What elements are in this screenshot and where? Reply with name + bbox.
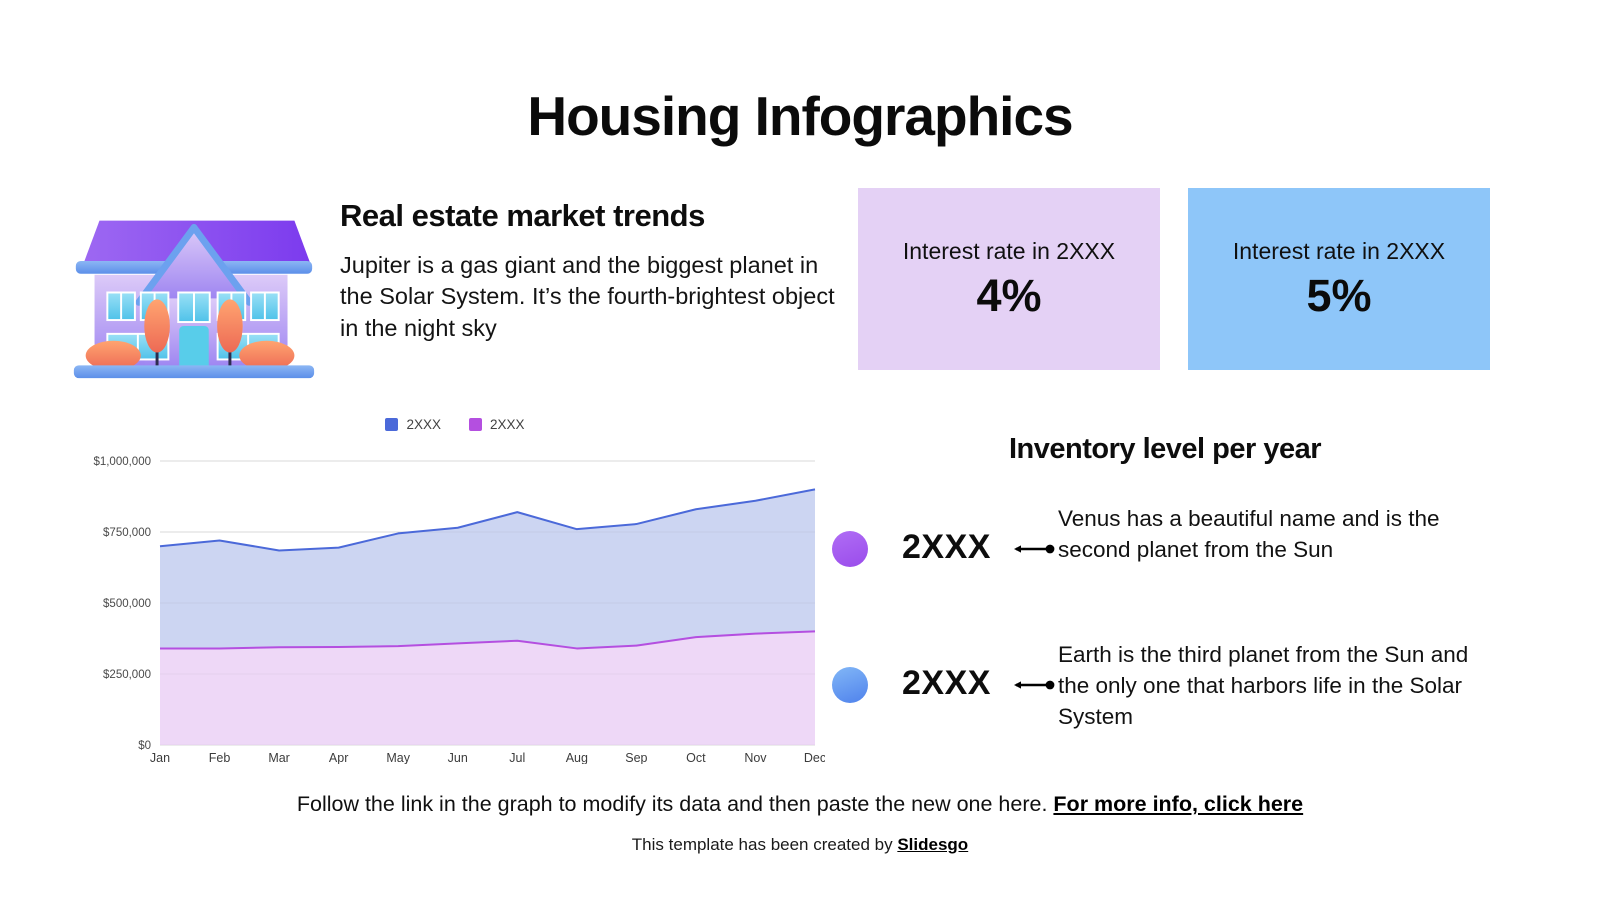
slidesgo-link[interactable]: Slidesgo [897,835,969,854]
bush [239,340,295,371]
legend-label: 2XXX [490,417,525,432]
arrow-icon [1014,680,1055,690]
svg-text:$750,000: $750,000 [103,527,151,539]
area-chart: 2XXX 2XXX $1,000,000 $750,000 $500,000 $250… [85,412,825,764]
interest-rate-label: Interest rate in 2XXX [902,237,1116,264]
interest-rate-label: Interest rate in 2XXX [1232,237,1446,264]
inventory-item-description: Earth is the third planet from the Sun a… [1058,642,1469,730]
svg-text:Feb: Feb [209,751,231,764]
year-label: 2XXX [902,664,991,702]
market-trends-heading: Real estate market trends [340,198,705,233]
svg-text:Jan: Jan [150,751,170,764]
year-label: 2XXX [902,528,991,566]
footer-instruction: Follow the link in the graph to modify i… [0,792,1600,817]
legend-item: 2XXX [385,417,441,432]
arrow-icon [1014,544,1055,554]
svg-text:$500,000: $500,000 [103,598,151,610]
svg-text:May: May [386,751,410,764]
svg-text:Mar: Mar [268,751,290,764]
svg-text:Nov: Nov [744,751,767,764]
inventory-heading: Inventory level per year [1009,433,1322,465]
svg-text:Oct: Oct [686,751,706,764]
door [179,325,209,369]
inventory-item-description: Venus has a beautiful name and is the se… [1058,506,1440,563]
tree [144,299,170,353]
svg-text:$0: $0 [138,740,151,752]
legend-item: 2XXX [469,417,525,432]
legend-swatch [469,418,482,431]
more-info-link[interactable]: For more info, click here [1053,792,1304,816]
interest-rate-card-1: Interest rate in 2XXX 4% [858,188,1160,370]
market-trends-section: Real estate market trends Jupiter is a g… [340,198,845,344]
house-gable [140,227,248,301]
legend-swatch [385,418,399,431]
svg-text:$1,000,000: $1,000,000 [93,456,151,468]
footer-instruction-text: Follow the link in the graph to modify i… [296,792,1054,816]
tree [217,299,243,353]
legend-label: 2XXX [406,417,441,432]
house-illustration [73,220,315,379]
interest-rate-value: 4% [976,270,1042,322]
footer-credit: This template has been created by Slides… [0,835,1600,855]
house-base [73,365,315,379]
year-bullet [832,531,868,567]
svg-text:$250,000: $250,000 [103,669,151,681]
svg-text:Jun: Jun [448,751,468,764]
svg-text:Dec: Dec [804,751,825,764]
bush [85,340,141,371]
interest-rate-value: 5% [1306,270,1372,322]
footer-credit-text: This template has been created by [631,835,898,854]
interest-rate-card-2: Interest rate in 2XXX 5% [1188,188,1490,370]
svg-text:Jul: Jul [509,751,525,764]
chart-legend: 2XXX 2XXX [85,417,825,432]
svg-text:Sep: Sep [625,751,647,764]
svg-text:Apr: Apr [329,751,348,764]
page-title: Housing Infographics [527,85,1073,147]
year-bullet [832,667,868,703]
market-trends-body: Jupiter is a gas giant and the biggest p… [340,252,835,341]
svg-text:Aug: Aug [566,751,588,764]
